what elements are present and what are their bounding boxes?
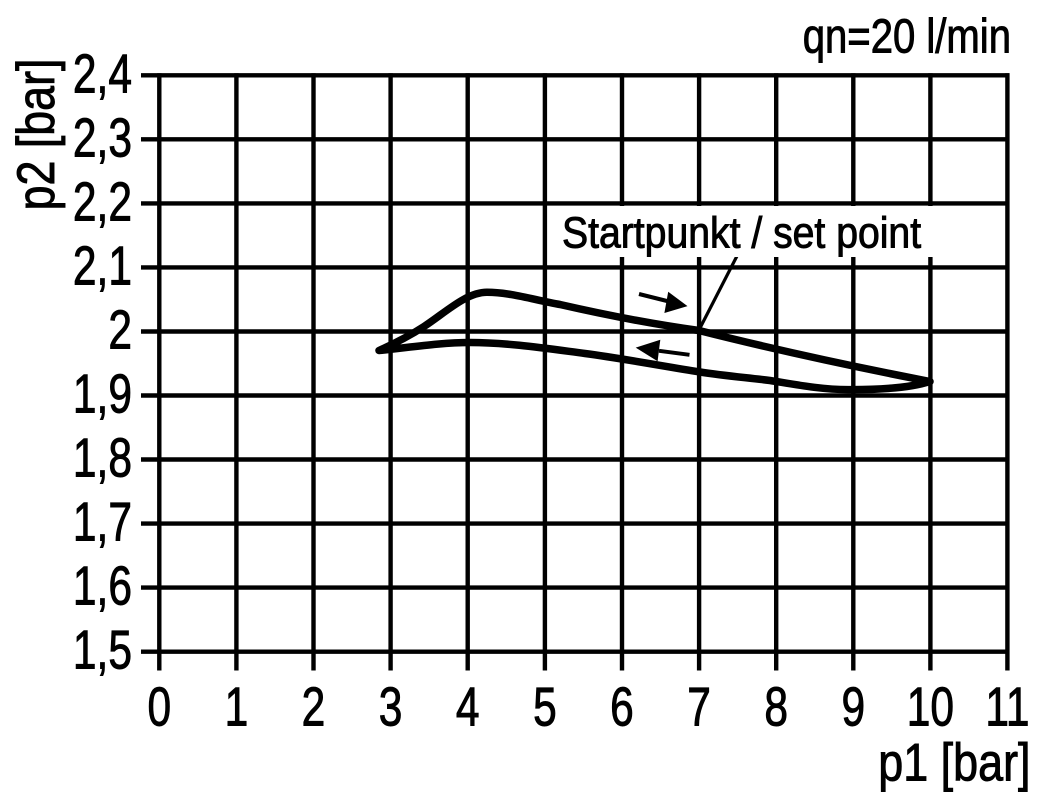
svg-text:2,3: 2,3 <box>73 108 132 168</box>
svg-text:Startpunkt / set point: Startpunkt / set point <box>562 207 921 257</box>
svg-text:p2 [bar]: p2 [bar] <box>8 59 66 211</box>
svg-text:2: 2 <box>108 301 132 361</box>
svg-text:2: 2 <box>302 678 326 738</box>
svg-text:7: 7 <box>687 678 711 738</box>
svg-text:1,8: 1,8 <box>73 429 132 489</box>
svg-text:1,7: 1,7 <box>73 493 132 553</box>
svg-text:4: 4 <box>456 678 480 738</box>
svg-text:11: 11 <box>985 678 1029 738</box>
svg-text:6: 6 <box>610 678 634 738</box>
svg-text:10: 10 <box>907 678 954 738</box>
svg-text:1,9: 1,9 <box>73 365 132 425</box>
svg-text:0: 0 <box>147 678 171 738</box>
svg-text:1,5: 1,5 <box>73 621 132 681</box>
svg-text:8: 8 <box>764 678 788 738</box>
svg-text:2,2: 2,2 <box>73 172 132 232</box>
svg-text:1: 1 <box>225 678 249 738</box>
svg-text:5: 5 <box>533 678 557 738</box>
svg-text:2,4: 2,4 <box>73 44 132 104</box>
svg-text:p1 [bar]: p1 [bar] <box>878 734 1030 792</box>
svg-text:2,1: 2,1 <box>73 236 132 296</box>
svg-text:3: 3 <box>379 678 403 738</box>
svg-text:1,6: 1,6 <box>73 557 132 617</box>
svg-text:qn=20 l/min: qn=20 l/min <box>803 10 1011 63</box>
svg-text:9: 9 <box>841 678 865 738</box>
